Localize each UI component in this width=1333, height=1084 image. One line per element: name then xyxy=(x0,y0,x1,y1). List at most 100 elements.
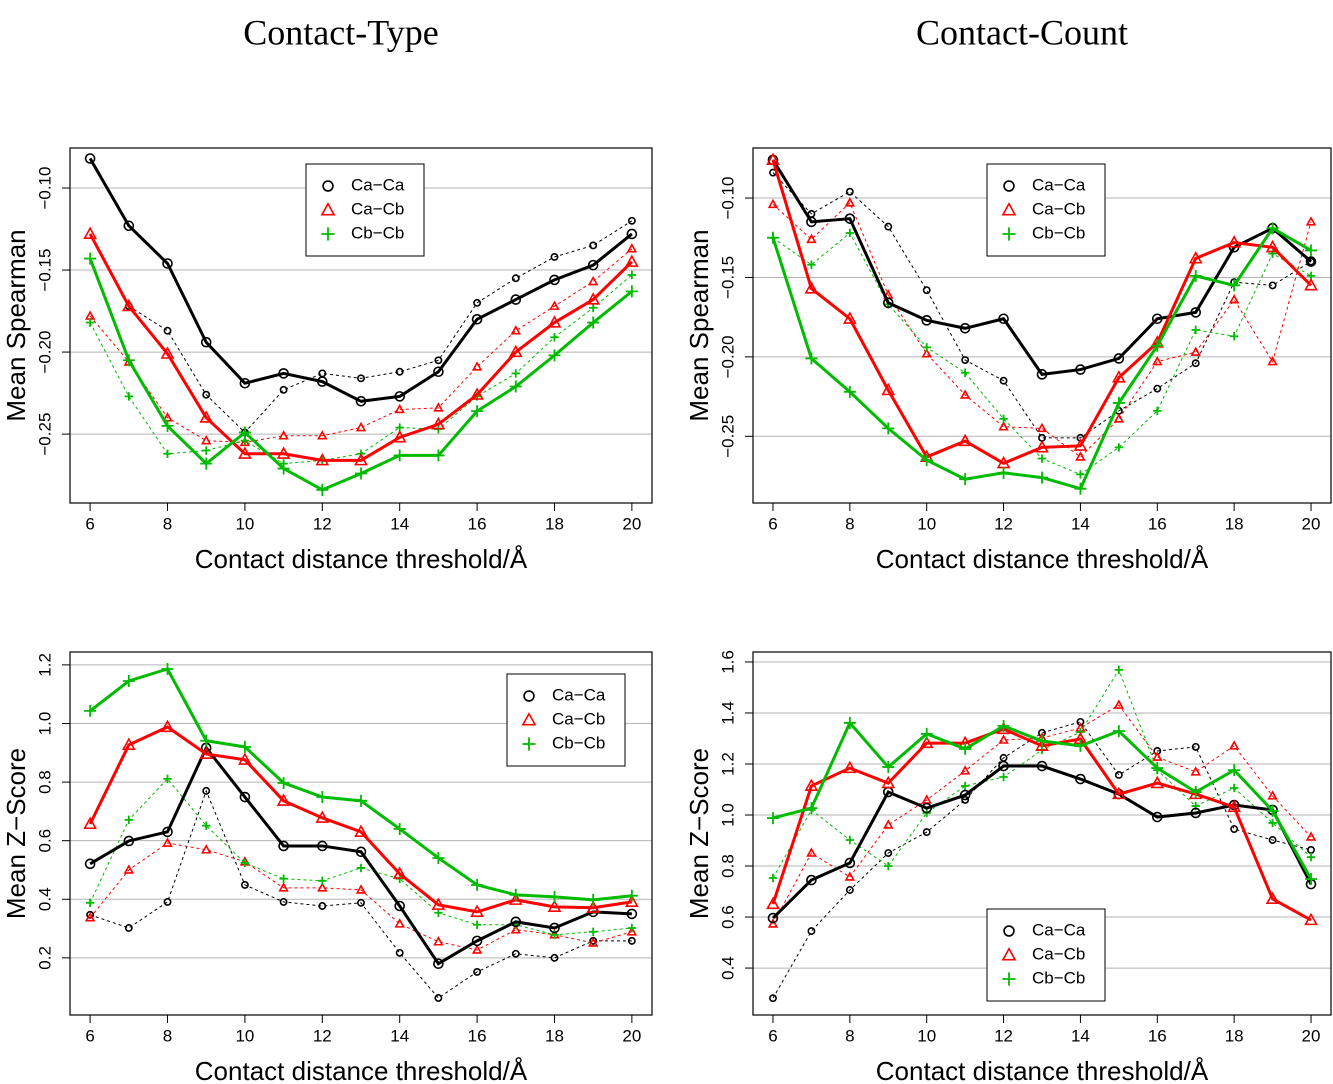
point xyxy=(1305,873,1318,886)
point xyxy=(277,776,290,789)
point xyxy=(959,765,971,775)
point xyxy=(1188,786,1203,800)
point xyxy=(1113,353,1125,364)
point xyxy=(239,377,251,389)
point xyxy=(239,436,251,447)
y-tick-label: 1.4 xyxy=(718,701,737,725)
point xyxy=(317,430,328,440)
point xyxy=(279,897,288,906)
point xyxy=(162,258,173,269)
point xyxy=(768,873,778,883)
y-tick-label: −0.25 xyxy=(35,413,54,456)
x-tick-label: 14 xyxy=(390,1026,409,1045)
point xyxy=(920,454,933,467)
point xyxy=(999,414,1008,424)
y-tick-label: −0.15 xyxy=(35,249,54,292)
point xyxy=(547,899,562,912)
point xyxy=(1153,406,1162,416)
point xyxy=(278,840,289,852)
point xyxy=(85,898,95,907)
point xyxy=(122,354,135,367)
point xyxy=(318,902,327,910)
point xyxy=(86,910,95,919)
point xyxy=(83,816,97,830)
point xyxy=(393,449,406,462)
point xyxy=(769,994,777,1003)
point xyxy=(278,368,289,379)
point xyxy=(355,846,367,858)
point xyxy=(160,346,175,359)
series-line xyxy=(88,233,633,462)
point xyxy=(433,936,444,946)
y-axis-label: Mean Spearman xyxy=(1,229,31,421)
point xyxy=(470,904,484,917)
point xyxy=(317,376,328,387)
point xyxy=(123,864,135,874)
point xyxy=(202,390,211,399)
point xyxy=(1112,786,1126,800)
point xyxy=(471,405,484,418)
point xyxy=(549,922,560,934)
point xyxy=(238,426,251,439)
point xyxy=(1189,786,1202,799)
legend-triangle xyxy=(1001,947,1017,961)
point xyxy=(806,847,817,857)
point xyxy=(471,944,483,954)
point xyxy=(510,924,521,934)
point xyxy=(1229,332,1239,341)
x-tick-label: 20 xyxy=(622,1026,641,1045)
point xyxy=(510,325,521,335)
point xyxy=(355,395,367,407)
y-tick-label: −0.25 xyxy=(718,415,737,458)
point xyxy=(394,918,405,928)
point xyxy=(844,857,856,869)
point xyxy=(200,457,213,470)
point xyxy=(1305,216,1317,226)
y-tick-label: −0.10 xyxy=(35,167,54,210)
point xyxy=(431,416,446,430)
legend-circle xyxy=(1003,180,1015,192)
point xyxy=(1112,370,1126,383)
point xyxy=(587,937,599,947)
point xyxy=(767,198,779,209)
point xyxy=(472,920,482,929)
y-tick-label: 0.4 xyxy=(718,956,737,980)
legend-label: Ca−Cb xyxy=(1032,199,1085,218)
point xyxy=(163,774,172,784)
point xyxy=(434,356,443,365)
point xyxy=(998,734,1009,744)
legend: Ca−Ca Ca−Cb Cb−Cb xyxy=(986,908,1106,1002)
point xyxy=(433,366,444,378)
legend-label: Ca−Ca xyxy=(351,175,405,194)
point xyxy=(961,796,970,804)
point xyxy=(1268,836,1277,844)
point xyxy=(394,900,405,912)
point xyxy=(627,923,637,933)
x-tick-label: 18 xyxy=(1225,1026,1244,1045)
legend-label: Cb−Cb xyxy=(351,223,404,242)
point xyxy=(1190,346,1201,356)
point xyxy=(202,821,211,830)
x-tick-label: 14 xyxy=(1071,1026,1090,1045)
point xyxy=(433,958,444,970)
point xyxy=(626,926,638,936)
point xyxy=(201,844,212,854)
point xyxy=(83,226,97,240)
point xyxy=(587,259,599,271)
y-tick-label: 0.6 xyxy=(35,829,54,853)
plot-frame xyxy=(69,147,653,504)
point xyxy=(1075,364,1086,375)
point xyxy=(998,421,1009,431)
point xyxy=(1227,235,1242,248)
point xyxy=(626,228,638,240)
legend-circle xyxy=(523,690,535,702)
point xyxy=(1190,807,1202,819)
series-line xyxy=(771,226,1312,491)
point xyxy=(1113,413,1125,423)
point xyxy=(434,994,443,1002)
point xyxy=(124,924,133,932)
x-tick-label: 6 xyxy=(768,1026,777,1045)
y-tick-label: 0.6 xyxy=(718,905,737,929)
point xyxy=(1265,891,1280,905)
x-tick-label: 12 xyxy=(313,514,332,533)
